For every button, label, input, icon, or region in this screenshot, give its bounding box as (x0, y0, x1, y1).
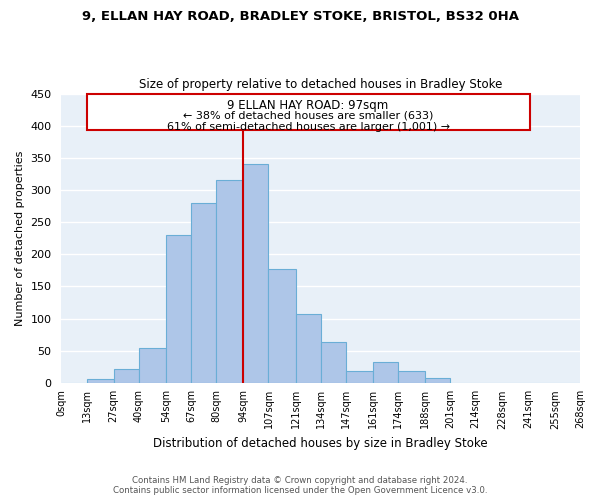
Text: Contains HM Land Registry data © Crown copyright and database right 2024.
Contai: Contains HM Land Registry data © Crown c… (113, 476, 487, 495)
Bar (373, 362, 398, 383)
Text: 9 ELLAN HAY ROAD: 97sqm: 9 ELLAN HAY ROAD: 97sqm (227, 98, 389, 112)
Title: Size of property relative to detached houses in Bradley Stoke: Size of property relative to detached ho… (139, 78, 502, 91)
X-axis label: Distribution of detached houses by size in Bradley Stoke: Distribution of detached houses by size … (154, 437, 488, 450)
Text: 9, ELLAN HAY ROAD, BRADLEY STOKE, BRISTOL, BS32 0HA: 9, ELLAN HAY ROAD, BRADLEY STOKE, BRISTO… (82, 10, 518, 23)
Bar (113, 369, 139, 383)
Bar (296, 314, 321, 383)
Bar (321, 342, 346, 383)
Bar (191, 203, 216, 383)
Bar (139, 348, 166, 383)
Bar (425, 378, 451, 383)
FancyBboxPatch shape (86, 94, 530, 130)
Y-axis label: Number of detached properties: Number of detached properties (15, 150, 25, 326)
Bar (86, 379, 113, 383)
Bar (268, 269, 296, 383)
Bar (346, 370, 373, 383)
Bar (166, 235, 191, 383)
Bar (398, 372, 425, 383)
Text: ← 38% of detached houses are smaller (633): ← 38% of detached houses are smaller (63… (183, 110, 433, 120)
Bar (243, 164, 268, 383)
Text: 61% of semi-detached houses are larger (1,001) →: 61% of semi-detached houses are larger (… (167, 122, 449, 132)
Bar (216, 180, 243, 383)
